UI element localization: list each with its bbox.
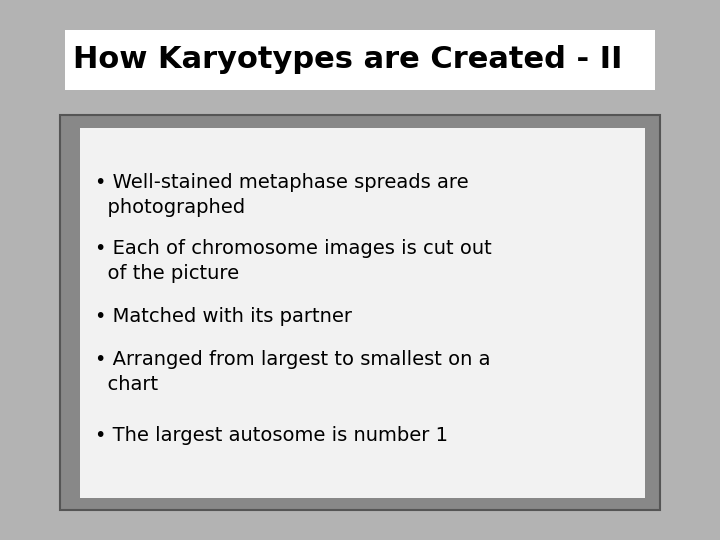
Text: • Matched with its partner: • Matched with its partner [95, 307, 352, 326]
Text: • Well-stained metaphase spreads are
  photographed: • Well-stained metaphase spreads are pho… [95, 173, 469, 217]
FancyBboxPatch shape [80, 128, 645, 498]
Text: How Karyotypes are Created - II: How Karyotypes are Created - II [73, 45, 623, 75]
FancyBboxPatch shape [65, 30, 655, 90]
Text: • Arranged from largest to smallest on a
  chart: • Arranged from largest to smallest on a… [95, 350, 490, 394]
Text: • The largest autosome is number 1: • The largest autosome is number 1 [95, 426, 448, 444]
FancyBboxPatch shape [60, 115, 660, 510]
Text: • Each of chromosome images is cut out
  of the picture: • Each of chromosome images is cut out o… [95, 239, 492, 283]
